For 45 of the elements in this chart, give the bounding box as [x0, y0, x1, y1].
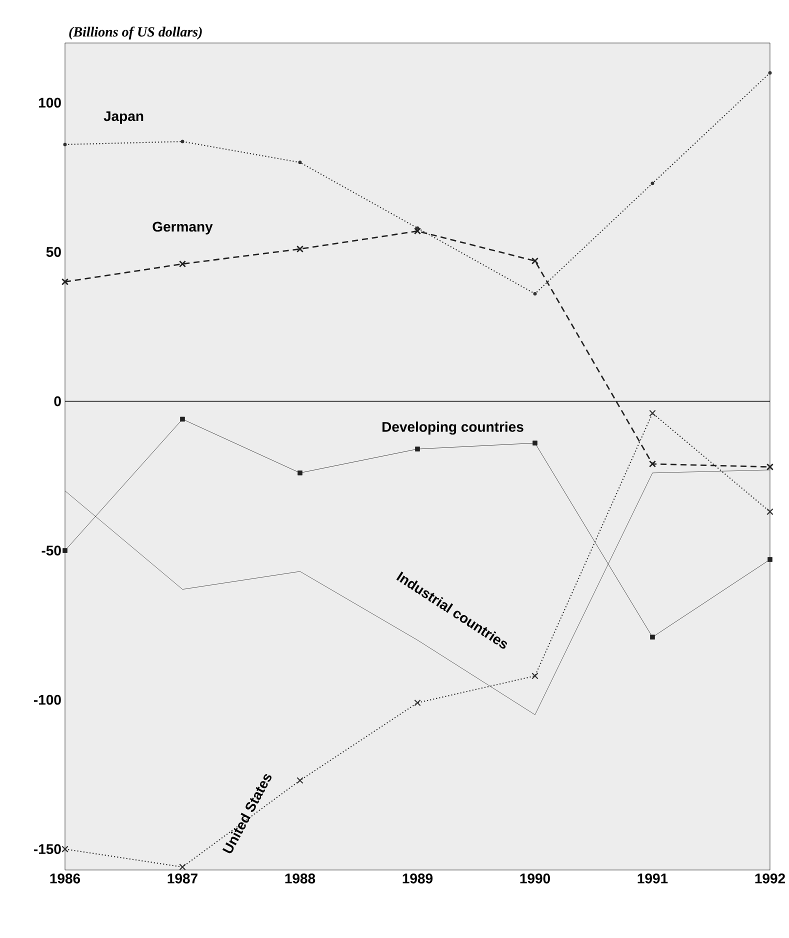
- point: [415, 446, 420, 452]
- x-tick-label: 1991: [638, 874, 668, 884]
- series-label: Developing countries: [382, 422, 524, 435]
- y-tick-label: -150: [34, 844, 61, 854]
- point: [180, 140, 184, 144]
- point: [298, 470, 302, 476]
- x-tick-label: 1988: [285, 874, 316, 884]
- point: [179, 864, 186, 870]
- point: [178, 260, 186, 268]
- point: [650, 182, 654, 186]
- y-tick-label: 0: [54, 396, 61, 406]
- point: [766, 463, 774, 470]
- point: [531, 257, 539, 264]
- point: [532, 672, 538, 680]
- point: [416, 226, 420, 230]
- point: [62, 548, 68, 553]
- x-tick-label: 1989: [402, 874, 433, 884]
- point: [296, 777, 304, 784]
- point: [532, 440, 538, 446]
- point: [180, 416, 185, 422]
- point: [768, 71, 772, 75]
- y-tick-label: 50: [46, 247, 61, 257]
- series-label: Japan: [104, 111, 144, 124]
- point: [649, 410, 656, 417]
- x-tick-label: 1990: [520, 874, 550, 884]
- point: [766, 508, 774, 516]
- point: [296, 245, 304, 253]
- point: [414, 228, 422, 235]
- point: [61, 278, 69, 286]
- point: [414, 699, 421, 706]
- point: [63, 142, 67, 146]
- point: [768, 557, 772, 562]
- series-label: Germany: [152, 222, 213, 234]
- y-axis-title: (Billions of US dollars): [69, 26, 202, 40]
- point: [650, 634, 655, 640]
- point: [533, 292, 537, 296]
- y-tick-label: -100: [34, 694, 61, 705]
- point: [298, 160, 302, 164]
- point: [648, 460, 656, 468]
- x-tick-label: 1992: [755, 874, 785, 884]
- point: [62, 846, 68, 852]
- x-tick-label: 1987: [168, 874, 198, 884]
- y-tick-label: -50: [42, 546, 61, 556]
- y-tick-label: 100: [38, 98, 61, 108]
- x-tick-label: 1986: [50, 874, 80, 884]
